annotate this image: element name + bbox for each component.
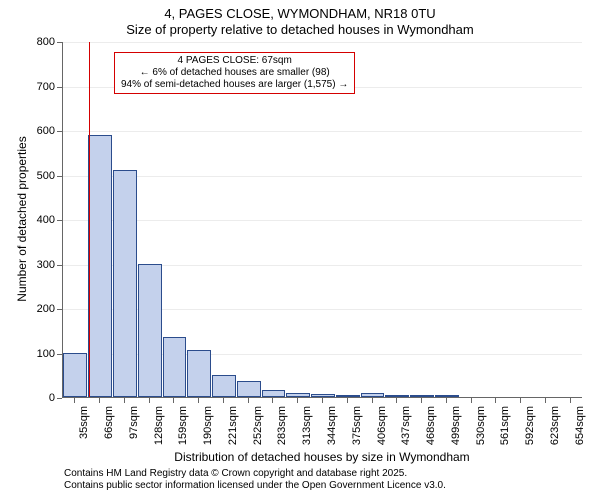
x-tick [173, 398, 174, 403]
chart-subtitle: Size of property relative to detached ho… [0, 22, 600, 37]
y-tick-label: 200 [27, 303, 55, 315]
x-tick-label: 561sqm [499, 406, 511, 456]
footer-line-1: Contains HM Land Registry data © Crown c… [64, 468, 446, 480]
y-tick-label: 300 [27, 259, 55, 271]
y-tick [57, 87, 62, 88]
y-tick-label: 800 [27, 36, 55, 48]
x-tick-label: 406sqm [376, 406, 388, 456]
grid-line [63, 176, 582, 177]
reference-line [89, 42, 90, 397]
annotation-line-1: 4 PAGES CLOSE: 67sqm [121, 55, 348, 67]
x-tick [124, 398, 125, 403]
x-tick-label: 283sqm [276, 406, 288, 456]
footer-line-2: Contains public sector information licen… [64, 480, 446, 492]
x-tick [372, 398, 373, 403]
histogram-bar [361, 393, 385, 397]
histogram-bar [237, 381, 261, 397]
histogram-bar [410, 395, 434, 397]
footer-attribution: Contains HM Land Registry data © Crown c… [64, 468, 446, 492]
x-tick-label: 623sqm [549, 406, 561, 456]
y-tick [57, 398, 62, 399]
annotation-line-2: ← 6% of detached houses are smaller (98) [121, 67, 348, 79]
x-tick-label: 66sqm [103, 406, 115, 456]
x-tick [570, 398, 571, 403]
x-tick [99, 398, 100, 403]
grid-line [63, 220, 582, 221]
x-tick [446, 398, 447, 403]
y-tick-label: 600 [27, 125, 55, 137]
x-tick-label: 190sqm [202, 406, 214, 456]
y-tick [57, 354, 62, 355]
x-tick [198, 398, 199, 403]
histogram-bar [187, 350, 211, 397]
x-tick [223, 398, 224, 403]
x-tick [421, 398, 422, 403]
histogram-bar [435, 395, 459, 397]
plot-area [62, 42, 582, 398]
chart-container: { "chart": { "type": "histogram", "title… [0, 0, 600, 500]
histogram-bar [286, 393, 310, 397]
y-tick-label: 400 [27, 214, 55, 226]
annotation-line-3: 94% of semi-detached houses are larger (… [121, 79, 348, 91]
histogram-bar [336, 395, 360, 397]
histogram-bar [113, 170, 137, 397]
x-tick [297, 398, 298, 403]
y-tick [57, 265, 62, 266]
x-tick-label: 221sqm [227, 406, 239, 456]
x-tick-label: 159sqm [177, 406, 189, 456]
y-tick [57, 220, 62, 221]
x-tick-label: 128sqm [153, 406, 165, 456]
x-tick [471, 398, 472, 403]
x-tick-label: 313sqm [301, 406, 313, 456]
x-tick [74, 398, 75, 403]
y-tick-label: 0 [27, 392, 55, 404]
y-tick-label: 100 [27, 348, 55, 360]
x-tick [495, 398, 496, 403]
x-tick [396, 398, 397, 403]
chart-title: 4, PAGES CLOSE, WYMONDHAM, NR18 0TU [0, 6, 600, 21]
x-tick-label: 35sqm [78, 406, 90, 456]
x-tick-label: 592sqm [524, 406, 536, 456]
x-tick-label: 499sqm [450, 406, 462, 456]
annotation-box: 4 PAGES CLOSE: 67sqm ← 6% of detached ho… [114, 52, 355, 94]
histogram-bar [63, 353, 87, 397]
x-tick [520, 398, 521, 403]
y-tick [57, 131, 62, 132]
x-tick-label: 252sqm [252, 406, 264, 456]
histogram-bar [212, 375, 236, 397]
x-tick-label: 97sqm [128, 406, 140, 456]
x-tick-label: 437sqm [400, 406, 412, 456]
grid-line [63, 42, 582, 43]
x-tick [545, 398, 546, 403]
x-tick-label: 344sqm [326, 406, 338, 456]
x-tick-label: 654sqm [574, 406, 586, 456]
y-tick [57, 309, 62, 310]
x-tick-label: 468sqm [425, 406, 437, 456]
x-tick [322, 398, 323, 403]
histogram-bar [311, 394, 335, 397]
x-tick [272, 398, 273, 403]
y-tick-label: 700 [27, 81, 55, 93]
y-tick [57, 42, 62, 43]
histogram-bar [262, 390, 286, 397]
y-tick [57, 176, 62, 177]
histogram-bar [385, 395, 409, 397]
x-tick [248, 398, 249, 403]
x-tick-label: 530sqm [475, 406, 487, 456]
grid-line [63, 131, 582, 132]
y-tick-label: 500 [27, 170, 55, 182]
histogram-bar [88, 135, 112, 397]
histogram-bar [163, 337, 187, 397]
x-tick-label: 375sqm [351, 406, 363, 456]
x-tick [347, 398, 348, 403]
histogram-bar [138, 264, 162, 398]
x-tick [149, 398, 150, 403]
